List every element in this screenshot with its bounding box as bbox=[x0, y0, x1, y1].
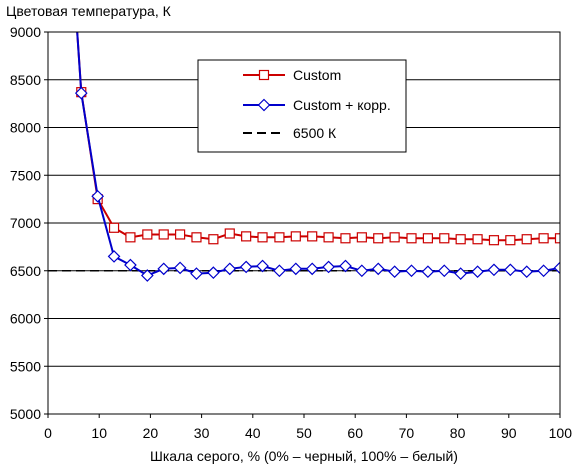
custom-corr-point bbox=[437, 264, 451, 278]
custom-point bbox=[439, 233, 450, 244]
y-tick-label: 7000 bbox=[10, 215, 41, 231]
custom-corr-point bbox=[355, 264, 369, 278]
custom-corr-point bbox=[487, 263, 501, 277]
custom-point bbox=[257, 232, 268, 243]
custom-corr-point bbox=[371, 262, 385, 276]
custom-point bbox=[521, 234, 532, 245]
legend-label-custom: Custom bbox=[293, 67, 341, 83]
custom-point bbox=[472, 234, 483, 245]
x-tick-label: 10 bbox=[91, 425, 107, 441]
custom-corr-point bbox=[157, 262, 171, 276]
x-tick-label: 60 bbox=[347, 425, 363, 441]
custom-point bbox=[241, 231, 252, 242]
x-tick-label: 90 bbox=[501, 425, 517, 441]
custom-point bbox=[208, 234, 219, 245]
plot-frame bbox=[47, 31, 561, 415]
x-axis-title: Шкала серого, % (0% – черный, 100% – бел… bbox=[150, 448, 458, 464]
custom-corr-point bbox=[289, 262, 303, 276]
custom-point bbox=[422, 233, 434, 244]
custom-corr-point bbox=[273, 264, 286, 278]
y-axis-title: Цветовая температура, К bbox=[6, 3, 172, 19]
y-tick-label: 8000 bbox=[10, 120, 41, 136]
custom-corr-point bbox=[190, 267, 203, 280]
x-tick-label: 70 bbox=[399, 425, 415, 441]
x-tick-label: 80 bbox=[450, 425, 466, 441]
legend-marker-custom bbox=[258, 69, 270, 81]
custom-point bbox=[224, 228, 235, 239]
custom-point bbox=[373, 233, 384, 244]
custom-corr-point bbox=[256, 259, 269, 273]
custom-point bbox=[554, 233, 560, 244]
y-tick-label: 6500 bbox=[10, 263, 41, 279]
custom-point bbox=[125, 232, 136, 243]
custom-point bbox=[389, 232, 400, 243]
custom-corr-point bbox=[173, 261, 187, 275]
custom-corr-point bbox=[339, 259, 352, 273]
x-tick-label: 100 bbox=[549, 425, 573, 441]
custom-point bbox=[356, 232, 367, 243]
custom-corr-point bbox=[553, 261, 560, 275]
custom-corr-point bbox=[124, 258, 137, 272]
custom-point bbox=[108, 222, 120, 233]
custom-corr-point bbox=[239, 260, 253, 274]
custom-point bbox=[274, 232, 285, 243]
y-tick-label: 8500 bbox=[10, 72, 41, 88]
x-tick-label: 20 bbox=[143, 425, 159, 441]
x-axis-ticks: 0 10 20 30 40 50 60 70 80 90 100 bbox=[44, 414, 572, 441]
custom-point bbox=[340, 233, 351, 244]
custom-corr-point bbox=[322, 260, 335, 274]
series-layer bbox=[48, 32, 560, 282]
custom-corr-point bbox=[537, 264, 550, 278]
custom-corr-point bbox=[91, 189, 105, 203]
y-tick-label: 5500 bbox=[10, 358, 41, 374]
custom-corr-point bbox=[207, 266, 220, 280]
custom-point bbox=[323, 232, 334, 243]
custom-point bbox=[158, 229, 169, 240]
custom-corr-point bbox=[223, 262, 237, 276]
custom-point bbox=[538, 233, 549, 244]
custom-corr-point bbox=[503, 263, 517, 277]
y-tick-label: 5000 bbox=[10, 406, 41, 422]
legend-label-ref-6500: 6500 К bbox=[293, 125, 337, 141]
custom-point bbox=[191, 232, 202, 243]
y-tick-label: 6000 bbox=[10, 311, 41, 327]
custom-corr-point bbox=[74, 86, 88, 100]
custom-corr-point bbox=[421, 265, 435, 279]
custom-corr-point bbox=[454, 267, 468, 280]
custom-point bbox=[505, 235, 516, 246]
y-tick-label: 9000 bbox=[10, 24, 41, 40]
custom-corr-point bbox=[388, 265, 401, 279]
custom-corr-point bbox=[520, 265, 534, 279]
y-axis-ticks: 5000 5500 6000 6500 7000 7500 8000 8500 9000 bbox=[10, 24, 48, 422]
custom-corr-point bbox=[405, 264, 418, 278]
custom-point bbox=[406, 233, 417, 244]
legend-marker-custom-corr bbox=[257, 98, 271, 112]
x-tick-label: 0 bbox=[44, 425, 52, 441]
custom-point bbox=[307, 231, 318, 242]
custom-point bbox=[488, 235, 500, 246]
custom-corr-point bbox=[471, 265, 484, 279]
x-tick-label: 50 bbox=[296, 425, 312, 441]
custom-point bbox=[174, 229, 186, 240]
custom-point bbox=[142, 229, 153, 240]
y-tick-label: 7500 bbox=[10, 167, 41, 183]
legend-box bbox=[197, 59, 407, 153]
x-tick-label: 30 bbox=[194, 425, 210, 441]
custom-corr-point bbox=[107, 250, 121, 263]
x-tick-label: 40 bbox=[245, 425, 261, 441]
legend-label-custom-corr: Custom + корр. bbox=[293, 97, 391, 113]
legend: Custom Custom + корр. 6500 К bbox=[197, 59, 407, 153]
custom-corr-point bbox=[305, 262, 319, 276]
custom-corr-point bbox=[140, 269, 154, 282]
custom-point bbox=[455, 234, 466, 245]
custom-point bbox=[290, 231, 301, 242]
